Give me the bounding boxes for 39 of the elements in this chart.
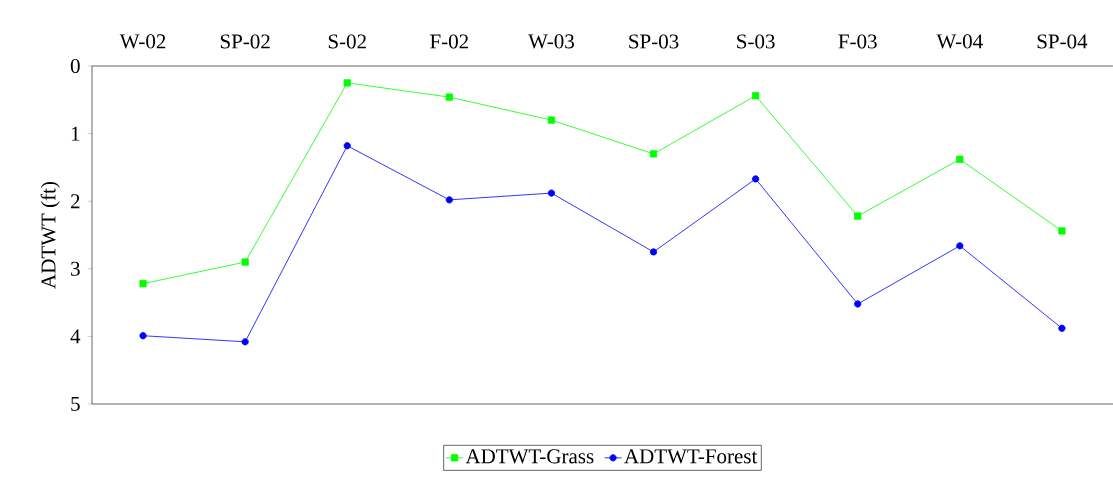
y-tick-label: 2	[70, 194, 80, 209]
point	[649, 150, 658, 158]
y-tick-label: 5	[71, 397, 80, 411]
x-tick-label: SP-03	[629, 34, 679, 49]
y-axis-title: ADTWT (ft)	[40, 181, 60, 289]
point	[547, 189, 556, 197]
point	[854, 212, 862, 220]
point	[445, 196, 453, 204]
point	[547, 116, 556, 124]
point	[343, 142, 351, 150]
point	[1058, 324, 1066, 332]
x-tick-label: W-02	[119, 34, 166, 49]
legend-label: ADTWT-Grass	[465, 449, 594, 464]
point	[752, 92, 760, 100]
point	[241, 338, 249, 346]
x-tick-label: W-04	[936, 34, 983, 49]
y-tick-label: 3	[71, 261, 80, 276]
point	[343, 79, 351, 87]
point	[139, 332, 147, 340]
x-tick-label: S-03	[737, 34, 775, 49]
point	[139, 280, 147, 288]
x-tick-label: SP-02	[220, 34, 270, 49]
point	[854, 300, 862, 308]
point	[445, 93, 453, 101]
y-tick-label: 4	[70, 329, 81, 344]
point	[1058, 227, 1066, 235]
y-tick-label: 0	[70, 58, 80, 74]
point	[956, 242, 964, 250]
x-tick-label: S-02	[328, 34, 366, 49]
point	[752, 175, 760, 183]
point	[649, 248, 658, 256]
point	[956, 155, 964, 163]
point	[241, 258, 249, 266]
y-tick-label: 1	[71, 126, 80, 141]
legend-label: ADTWT-Forest	[624, 449, 758, 464]
x-tick-label: F-03	[838, 34, 877, 49]
x-tick-label: SP-04	[1037, 34, 1088, 49]
x-tick-label: F-02	[430, 34, 469, 49]
x-tick-label: W-03	[528, 34, 574, 49]
